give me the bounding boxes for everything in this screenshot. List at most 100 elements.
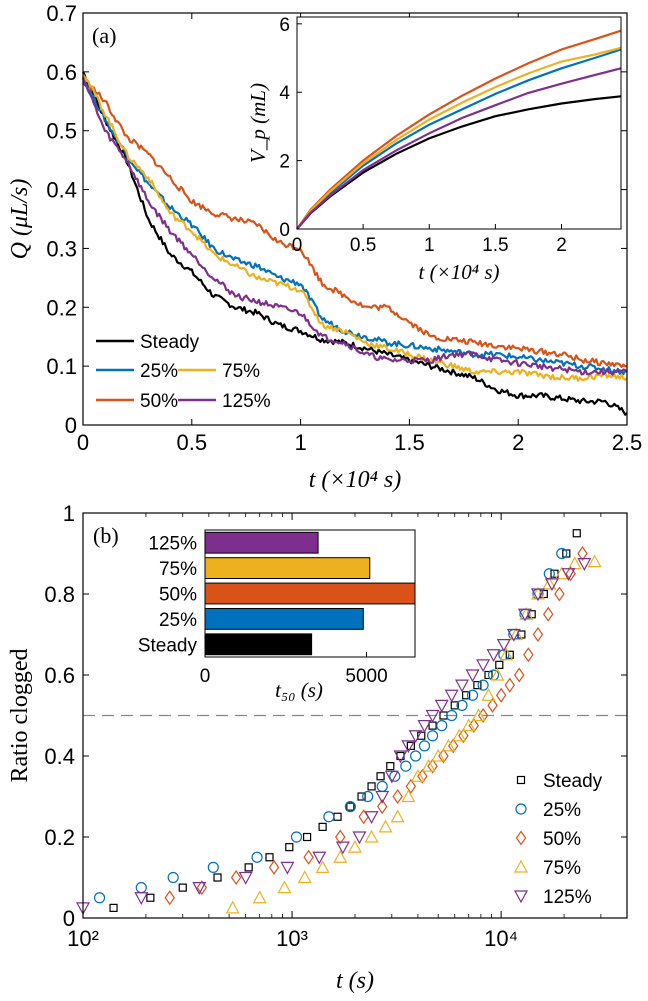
x-tick-label: 10⁴ bbox=[484, 926, 518, 951]
data-point-Steady bbox=[406, 741, 415, 750]
data-point-75% bbox=[519, 606, 534, 620]
inset-x-tick-label: 0 bbox=[200, 666, 211, 687]
y-axis-label: Ratio clogged bbox=[7, 649, 33, 783]
data-point-125% bbox=[238, 871, 253, 885]
data-point-75% bbox=[378, 819, 393, 833]
inset-y-tick-label: 6 bbox=[279, 15, 290, 36]
data-point-25% bbox=[418, 740, 431, 752]
data-point-50% bbox=[487, 697, 498, 713]
data-point-25% bbox=[477, 679, 489, 691]
inset-category-label: 75% bbox=[159, 559, 197, 580]
inset-series-line bbox=[296, 67, 622, 230]
data-point-50% bbox=[532, 626, 544, 643]
data-point-125% bbox=[425, 709, 440, 723]
data-point-125% bbox=[364, 811, 379, 825]
data-point-50% bbox=[377, 799, 388, 815]
y-tick-label: 0.2 bbox=[44, 825, 75, 850]
data-point-25% bbox=[400, 760, 412, 772]
x-tick-label: 1 bbox=[294, 430, 306, 455]
y-tick-label: 0.7 bbox=[46, 1, 77, 26]
data-point-50% bbox=[392, 788, 403, 805]
data-point-75% bbox=[401, 789, 416, 803]
legend-marker bbox=[513, 859, 529, 873]
plot-frame bbox=[82, 512, 628, 919]
data-point-75% bbox=[252, 890, 267, 904]
data-point-Steady bbox=[265, 853, 274, 862]
inset-bar-50% bbox=[204, 582, 416, 605]
data-point-Steady bbox=[178, 883, 187, 892]
data-point-125% bbox=[312, 851, 327, 865]
data-point-25% bbox=[426, 730, 439, 742]
inset-x-tick-label: 0 bbox=[292, 235, 303, 256]
data-point-75% bbox=[490, 667, 505, 681]
data-point-75% bbox=[315, 860, 330, 873]
inset-frame bbox=[204, 529, 416, 658]
data-point-Steady bbox=[109, 903, 118, 912]
data-point-25% bbox=[446, 709, 458, 722]
inset-x-tick-label: 0.5 bbox=[350, 235, 376, 256]
x-tick-label: 2.5 bbox=[612, 430, 643, 455]
legend-label: 50% bbox=[140, 391, 178, 412]
data-point-75% bbox=[410, 768, 425, 782]
data-point-125% bbox=[486, 649, 501, 663]
data-point-125% bbox=[506, 628, 521, 642]
legend-label: 75% bbox=[543, 858, 581, 879]
data-point-75% bbox=[461, 718, 476, 732]
panel-label: (a) bbox=[92, 23, 116, 48]
data-point-50% bbox=[513, 667, 525, 683]
data-point-125% bbox=[476, 659, 491, 673]
data-point-Steady bbox=[213, 873, 222, 882]
legend-marker bbox=[515, 830, 527, 846]
data-point-Steady bbox=[302, 832, 312, 842]
data-point-75% bbox=[452, 728, 467, 742]
inset-y-axis-label: V_p (mL) bbox=[246, 83, 270, 163]
data-point-Steady bbox=[386, 762, 395, 771]
data-point-50% bbox=[164, 890, 175, 906]
data-point-25% bbox=[290, 831, 303, 843]
data-point-125% bbox=[577, 558, 592, 571]
inset-bar-75% bbox=[204, 557, 371, 580]
data-point-25% bbox=[456, 699, 468, 711]
y-tick-label: 0 bbox=[63, 906, 75, 931]
data-point-Steady bbox=[285, 843, 294, 852]
data-point-25% bbox=[466, 689, 479, 701]
data-point-Steady bbox=[505, 650, 514, 659]
legend-label: 25% bbox=[543, 800, 581, 821]
legend-label: 75% bbox=[222, 361, 260, 382]
data-point-125% bbox=[408, 730, 423, 744]
x-tick-label: 0 bbox=[77, 430, 89, 455]
legend-label: 25% bbox=[140, 361, 178, 382]
data-point-125% bbox=[530, 588, 545, 602]
data-point-50% bbox=[504, 677, 516, 693]
inset-series-line bbox=[296, 29, 622, 230]
data-point-125% bbox=[444, 689, 459, 703]
data-point-125% bbox=[352, 831, 367, 845]
y-tick-label: 0.6 bbox=[44, 663, 75, 688]
data-point-75% bbox=[509, 627, 524, 641]
data-point-Steady bbox=[562, 549, 571, 558]
y-axis-label: Q (μL/s) bbox=[7, 179, 33, 260]
data-point-125% bbox=[384, 770, 399, 784]
inset-background bbox=[297, 17, 621, 229]
inset-frame bbox=[296, 16, 622, 230]
inset-x-tick-label: 5000 bbox=[345, 666, 387, 687]
inset-series-line bbox=[296, 46, 622, 230]
inset-category-label: Steady bbox=[138, 635, 198, 656]
y-tick-label: 0.4 bbox=[44, 744, 75, 769]
data-point-75% bbox=[481, 687, 496, 701]
data-point-125% bbox=[393, 750, 408, 764]
data-point-75% bbox=[431, 748, 446, 762]
data-point-75% bbox=[225, 900, 240, 914]
data-point-125% bbox=[434, 699, 449, 713]
inset-x-tick-label: 2 bbox=[556, 235, 567, 256]
legend-label: 125% bbox=[543, 887, 592, 908]
data-point-75% bbox=[587, 554, 602, 568]
x-tick-label: 0.5 bbox=[177, 430, 208, 455]
data-point-25% bbox=[556, 547, 568, 560]
inset-bar-125% bbox=[204, 531, 319, 554]
data-point-25% bbox=[207, 861, 219, 873]
x-tick-label: 2 bbox=[512, 430, 524, 455]
data-point-Steady bbox=[376, 772, 385, 781]
data-point-75% bbox=[364, 829, 379, 843]
data-point-125% bbox=[455, 679, 470, 693]
